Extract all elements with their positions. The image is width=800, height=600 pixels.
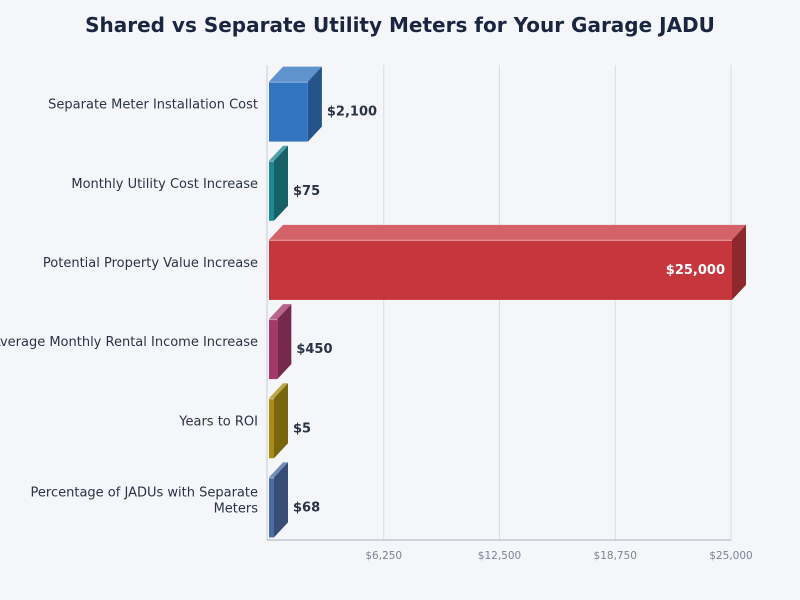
bar-front-face bbox=[269, 239, 732, 300]
bar-side-face bbox=[274, 462, 288, 538]
bar-front-face bbox=[269, 81, 308, 142]
data-label: $5 bbox=[293, 421, 311, 436]
bar bbox=[269, 383, 288, 459]
bar-top-face bbox=[269, 462, 288, 478]
bar-front-face bbox=[269, 160, 274, 221]
category-label: Monthly Utility Cost Increase bbox=[71, 177, 258, 192]
x-tick-label: $25,000 bbox=[709, 550, 752, 562]
data-label: $2,100 bbox=[327, 105, 377, 120]
bar bbox=[269, 66, 322, 142]
category-label: Potential Property Value Increase bbox=[43, 256, 258, 271]
bar-side-face bbox=[274, 145, 288, 221]
x-tick-label: $6,250 bbox=[365, 550, 402, 562]
bar-top-face bbox=[269, 304, 292, 320]
data-label: $450 bbox=[296, 342, 332, 357]
category-label: Average Monthly Rental Income Increase bbox=[0, 335, 258, 350]
bar-front-face bbox=[269, 477, 274, 538]
bar-top-face bbox=[269, 66, 322, 82]
bar-side-face bbox=[277, 304, 292, 380]
bar-front-face bbox=[269, 398, 274, 459]
chart-title: Shared vs Separate Utility Meters for Yo… bbox=[85, 13, 715, 37]
category-label: Separate Meter Installation Cost bbox=[48, 98, 258, 113]
bar-top-face bbox=[269, 145, 288, 161]
grid-lines bbox=[383, 65, 732, 540]
category-label: Years to ROI bbox=[178, 414, 258, 429]
bar-side-face bbox=[307, 66, 322, 142]
category-label: Percentage of JADUs with Separate bbox=[31, 485, 258, 500]
bar-top-face bbox=[269, 383, 288, 399]
bars bbox=[269, 66, 746, 538]
x-tick-label: $18,750 bbox=[594, 550, 637, 562]
bar bbox=[269, 145, 288, 221]
axes bbox=[266, 65, 731, 541]
bar bbox=[269, 462, 288, 538]
data-label: $25,000 bbox=[666, 263, 725, 278]
bar-front-face bbox=[269, 319, 278, 380]
bar-side-face bbox=[732, 224, 746, 300]
data-label: $75 bbox=[293, 184, 320, 199]
x-tick-label: $12,500 bbox=[478, 550, 521, 562]
data-label: $68 bbox=[293, 500, 320, 515]
bar bbox=[269, 304, 292, 380]
bar-side-face bbox=[274, 383, 288, 459]
bar bbox=[269, 224, 746, 300]
category-label: Meters bbox=[214, 501, 259, 516]
labels: $6,250 $12,500 $18,750 $25,000 $2,100 Separat… bbox=[0, 98, 753, 562]
bar-top-face bbox=[269, 224, 746, 240]
